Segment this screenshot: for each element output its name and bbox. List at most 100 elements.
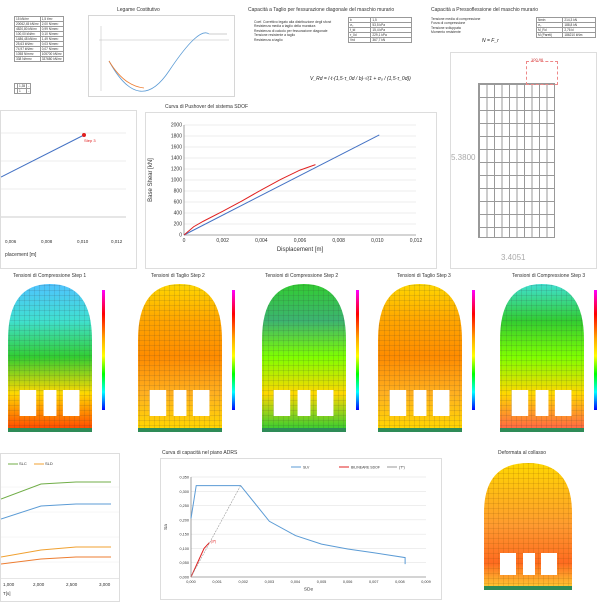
table-cell: - xyxy=(26,88,32,94)
pushover-left-chart xyxy=(0,132,126,218)
y-tick: 200 xyxy=(174,222,183,228)
legend-slc: SLC xyxy=(19,461,27,466)
taglio-formula: V_Rd = l·t·(1,5·τ_0d / b)·√(1 + σ₀ / (1,… xyxy=(310,76,411,82)
legame-chart xyxy=(88,15,235,97)
taglio-label: Resistenza media a taglio della muratura xyxy=(254,24,316,29)
table-cell: 186210 kNm xyxy=(562,32,596,38)
pushover-chart: 0 200 400 600 800 1000 1200 1400 1600 1800 2000 0 0,… xyxy=(148,123,423,254)
series-line xyxy=(190,485,406,565)
x-tick: 0,012 xyxy=(410,238,423,244)
y-tick: 0,050 xyxy=(179,561,189,565)
y-tick: 1600 xyxy=(171,145,182,151)
stress-map-2 xyxy=(138,284,235,432)
table-cell: Vrd xyxy=(347,37,372,43)
x-tick: 0,012 xyxy=(111,239,123,244)
press-label: Momento resistente xyxy=(431,30,461,35)
y-tick: 0,150 xyxy=(179,533,189,537)
material-extra-table: 1,35-1- xyxy=(14,83,32,94)
x-tick: 0,002 xyxy=(238,580,248,584)
wall-top-dim: 100,96 xyxy=(531,57,544,62)
pushover-left-panel: Step 3 0,006 0,008 0,010 0,012 placement… xyxy=(0,110,137,269)
x-tick: 1,000 xyxy=(3,582,15,587)
x-tick: 2,500 xyxy=(66,582,78,587)
material-table: 15 kN/m³ 1,5 t/m³ 20062,45 kN/m² 2,00 N/mm²… xyxy=(14,16,64,62)
x-tick: 0,006 xyxy=(343,580,353,584)
table-cell: 20062,45 kN/m² xyxy=(14,21,41,27)
y-tick: 0 xyxy=(179,233,182,239)
adrs-panel: 0,000 0,050 0,100 0,150 0,200 0,250 0,300 0,350… xyxy=(160,458,442,600)
y-tick: 1400 xyxy=(171,156,182,162)
taglio-labels: Coef. Correttivo legato alla distribuzio… xyxy=(254,20,331,42)
x-tick: 0,006 xyxy=(294,238,307,244)
taglio-title: Capacità a Taglio per fessurazione diago… xyxy=(248,7,395,13)
adrs-title: Curva di capacità nel piano ADRS xyxy=(162,450,238,456)
x-tick: 0,010 xyxy=(77,239,89,244)
series-line xyxy=(183,164,316,236)
wall-height-dim: 5.3800 xyxy=(451,153,476,162)
table-row: M (Pareti) 186210 kNm xyxy=(535,32,596,38)
stress-row: Tensioni di Compressione Step 1 Tensioni… xyxy=(0,272,600,447)
y-tick: 0,200 xyxy=(179,518,189,522)
x-tick: 0,010 xyxy=(371,238,384,244)
series-line xyxy=(190,485,241,578)
pushover-panel: 0 200 400 600 800 1000 1200 1400 1600 1800 2000 0 0,… xyxy=(145,112,437,269)
wall-width-dim: 3.4051 xyxy=(501,253,526,262)
x-tick: 0,008 xyxy=(41,239,53,244)
y-tick: 1000 xyxy=(171,178,182,184)
table-cell: 105700 kN/m² xyxy=(39,51,64,57)
y-tick: 2000 xyxy=(171,123,182,129)
press-table: Nmin 214,3 kN σ₀ 188,8 kN M_Rd 2,76 kl M (Pare… xyxy=(535,17,596,38)
x-tick: 0,006 xyxy=(5,239,17,244)
stress-title-4: Tensioni di Taglio Step 3 xyxy=(397,273,451,279)
x-tick: 0,003 xyxy=(265,580,275,584)
table-cell: 367,7 kN xyxy=(370,37,412,43)
y-tick: 800 xyxy=(174,189,183,195)
x-axis-label: placement [m] xyxy=(5,252,37,258)
stress-title-5: Tensioni di Compressione Step 3 xyxy=(512,273,586,279)
table-row: 1- xyxy=(14,88,32,94)
x-tick: 0,004 xyxy=(291,580,301,584)
taglio-table: b 1,5 σ₀ 53,5 kPa f_td 15,4 kPa τ_0d 229,1 kPa V… xyxy=(347,17,412,43)
y-tick: 600 xyxy=(174,200,183,206)
y-tick: 1800 xyxy=(171,134,182,140)
wall-grid xyxy=(478,83,555,238)
x-tick: 0,004 xyxy=(255,238,268,244)
x-tick: 0 xyxy=(183,238,186,244)
stress-map-1 xyxy=(8,284,105,432)
table-cell: M (Pareti) xyxy=(535,32,564,38)
wall-top-block xyxy=(526,61,558,85)
point-label: (d*) xyxy=(211,540,217,544)
x-tick: 0,007 xyxy=(369,580,379,584)
x-tick: 0,002 xyxy=(216,238,229,244)
x-tick: 0,008 xyxy=(395,580,405,584)
axes xyxy=(190,477,426,578)
bilinear-panel: SLC SLD 1,000 2,000 2,500 3,000 T[s] xyxy=(0,453,120,602)
adrs-chart: 0,000 0,050 0,100 0,150 0,200 0,250 0,300 0,350… xyxy=(163,466,431,593)
y-tick: 0,100 xyxy=(179,547,189,551)
series-line xyxy=(190,542,210,578)
legend-sld: SLD xyxy=(45,461,53,466)
table-cell: 338 N/mm² xyxy=(14,56,41,62)
table-cell: 4820,80 kN/m² xyxy=(14,26,41,32)
deformata-title: Deformata al collasso xyxy=(498,450,547,456)
legend-label: SLV xyxy=(303,466,310,470)
y-tick: 1200 xyxy=(171,167,182,173)
x-tick: 0,009 xyxy=(421,580,431,584)
legend-label: (T*) xyxy=(399,466,405,470)
stress-map-5 xyxy=(500,284,597,432)
press-label: Forza di compressione xyxy=(431,21,466,26)
step-label: Step 3 xyxy=(84,138,96,143)
pushover-title: Curva di Pushover del sistema SDOF xyxy=(165,104,249,110)
x-tick: 0,000 xyxy=(186,580,196,584)
press-label: Tensione sviluppata xyxy=(431,25,461,30)
deformata-shape xyxy=(484,463,572,590)
table-row: Vrd 367,7 kN xyxy=(347,37,412,43)
stress-title-3: Tensioni di Compressione Step 2 xyxy=(265,273,339,279)
y-tick: 0,300 xyxy=(179,490,189,494)
y-tick: 0,000 xyxy=(179,576,189,580)
legame-title: Legame Costitutivo xyxy=(117,7,160,13)
taglio-label: Coef. Correttivo legato alla distribuzio… xyxy=(254,20,332,24)
legame-curve xyxy=(99,26,229,92)
y-tick: 0,350 xyxy=(179,476,189,480)
press-label: Tensione media di compressione xyxy=(431,17,481,21)
